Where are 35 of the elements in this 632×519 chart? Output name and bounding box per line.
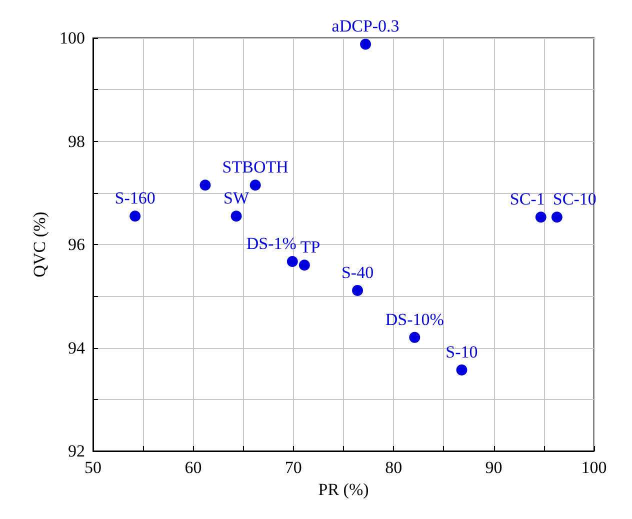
point: [456, 364, 468, 376]
data-label: TP: [300, 238, 320, 257]
point: [551, 212, 562, 223]
x-tick-label: 70: [284, 458, 302, 477]
x-tick-label: 100: [581, 458, 607, 477]
point: [230, 210, 242, 222]
x-tick-label: 90: [485, 458, 502, 477]
y-tick-label: 100: [60, 28, 85, 48]
x-tick-label: 80: [385, 458, 402, 477]
point: [409, 332, 420, 343]
y-tick-label: 94: [68, 338, 86, 358]
point: [535, 212, 546, 223]
point: [298, 260, 310, 271]
point: [200, 180, 211, 191]
data-label: S-40: [341, 262, 374, 282]
y-tick-label: 98: [68, 132, 85, 151]
y-tick-label: 96: [68, 235, 85, 254]
y-tick-label: 92: [68, 442, 85, 460]
data-label: DS-10%: [385, 310, 444, 329]
point: [360, 38, 372, 50]
data-label: S-10: [446, 342, 478, 362]
x-tick-label: 60: [184, 458, 202, 477]
y-axis-title: QVC (%): [30, 212, 49, 278]
data-label: S-160: [114, 188, 156, 208]
x-tick-label: 50: [84, 458, 102, 477]
data-label: SW: [224, 188, 250, 208]
data-label: SC-1: [510, 190, 545, 209]
data-label: DS-1%: [246, 234, 296, 254]
point: [352, 284, 364, 296]
data-label: STBOTH: [222, 158, 288, 177]
data-label: aDCP-0.3: [332, 16, 400, 36]
x-axis-title: PR (%): [318, 480, 369, 499]
point: [130, 210, 141, 222]
point: [250, 180, 261, 191]
point: [286, 256, 298, 268]
